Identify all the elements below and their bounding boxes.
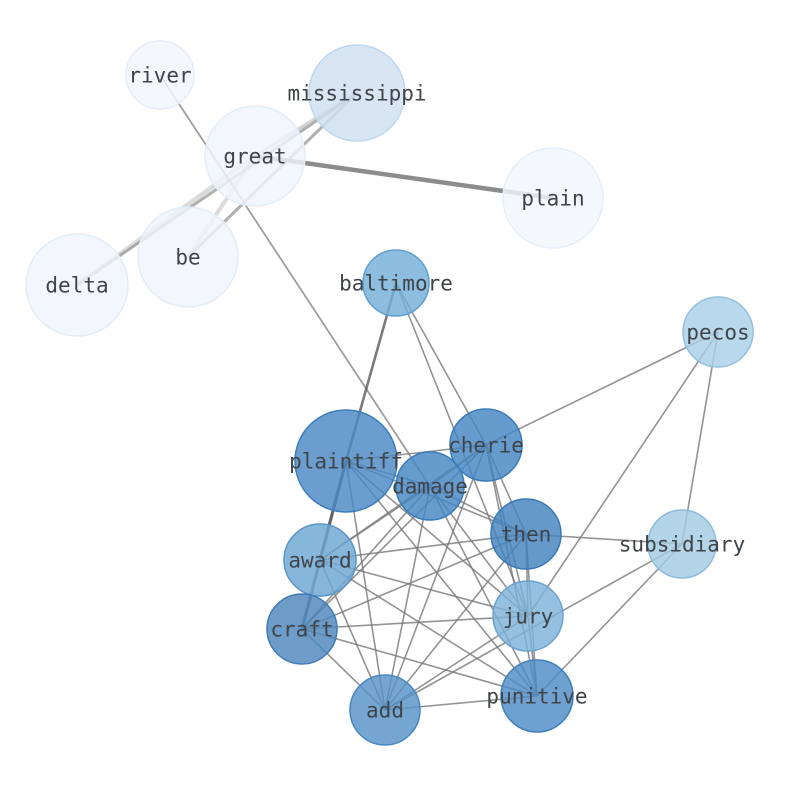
node-baltimore[interactable]: [362, 249, 430, 317]
node-mississippi[interactable]: [308, 44, 406, 142]
edge-craft-punitive: [301, 628, 538, 697]
edge-cherie-punitive: [485, 444, 538, 697]
node-then[interactable]: [490, 498, 562, 570]
node-pecos[interactable]: [682, 296, 754, 368]
node-be[interactable]: [137, 206, 239, 308]
node-plain[interactable]: [502, 147, 604, 249]
edge-damage-add: [384, 485, 431, 711]
node-craft[interactable]: [266, 593, 338, 665]
node-great[interactable]: [204, 105, 306, 207]
node-award[interactable]: [283, 523, 357, 597]
edge-jury-craft: [301, 615, 529, 630]
edge-river-damage: [159, 74, 431, 487]
node-delta[interactable]: [25, 233, 129, 337]
node-river[interactable]: [125, 40, 195, 110]
edges-layer: [75, 74, 719, 711]
node-punitive[interactable]: [500, 659, 574, 733]
edge-then-craft: [301, 533, 527, 630]
node-damage[interactable]: [395, 451, 465, 521]
node-add[interactable]: [349, 674, 421, 746]
edge-pecos-cherie: [485, 331, 719, 446]
node-jury[interactable]: [492, 580, 564, 652]
node-subsidiary[interactable]: [647, 509, 717, 579]
edge-award-punitive: [319, 559, 538, 697]
node-cherie[interactable]: [449, 408, 523, 482]
edge-pecos-subsidiary: [681, 331, 719, 545]
edge-damage-punitive: [429, 485, 538, 697]
edge-then-add: [384, 533, 527, 711]
edge-cherie-add: [384, 444, 487, 711]
node-plaintiff[interactable]: [294, 409, 398, 513]
nodes-layer: [25, 40, 754, 746]
edge-pecos-jury: [527, 331, 719, 617]
